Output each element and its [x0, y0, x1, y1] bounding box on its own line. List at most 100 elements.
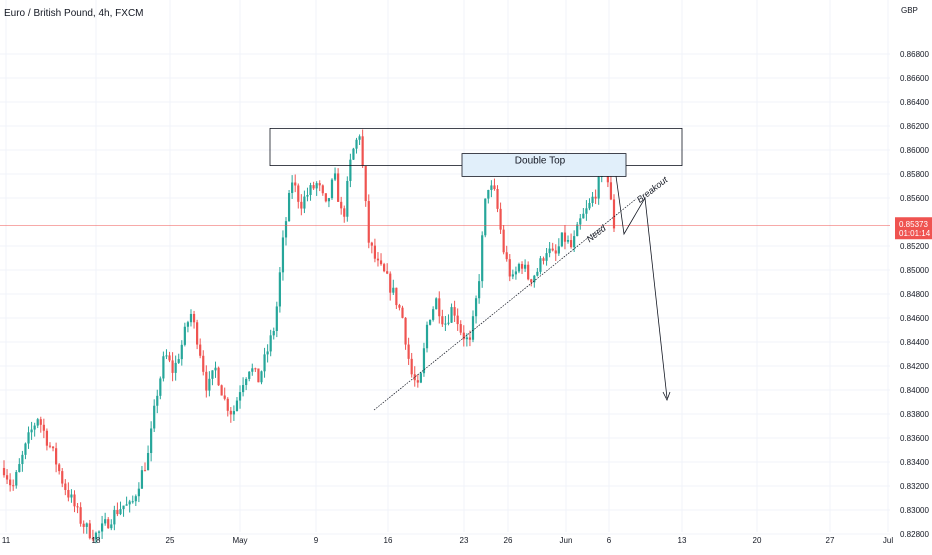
candle: [358, 134, 361, 145]
candle-body: [226, 398, 229, 411]
candle: [146, 445, 150, 471]
candle-body: [444, 323, 447, 325]
candle-body: [189, 313, 193, 323]
candle-body: [232, 411, 235, 415]
candle: [499, 202, 502, 234]
candle: [508, 254, 511, 282]
candle-body: [45, 430, 49, 446]
candle: [493, 178, 496, 191]
candle: [116, 502, 119, 517]
candle: [484, 198, 487, 238]
candle-body: [79, 507, 82, 524]
candle-body: [263, 354, 266, 372]
candle-body: [548, 248, 551, 254]
candle: [373, 238, 377, 263]
candle-body: [545, 253, 548, 261]
candle-body: [612, 199, 616, 229]
candle-body: [177, 359, 180, 363]
candle-body: [27, 432, 30, 444]
candle: [404, 317, 407, 350]
candle-body: [21, 454, 24, 465]
candle: [542, 256, 545, 265]
candle-body: [453, 307, 456, 316]
candle: [61, 468, 64, 488]
candle-body: [100, 523, 104, 532]
candle: [171, 352, 174, 382]
candle-body: [349, 159, 352, 181]
y-tick-label: 0.86000: [900, 146, 929, 155]
candle-body: [113, 509, 116, 525]
double-top-zone[interactable]: [461, 153, 627, 177]
annotations[interactable]: Double Top Need Breakout: [269, 127, 683, 411]
candle: [597, 174, 600, 205]
candle-body: [474, 298, 478, 317]
candle: [2, 460, 6, 478]
candle: [530, 278, 533, 287]
candle-body: [520, 264, 524, 269]
candle-body: [214, 367, 217, 371]
candle-body: [24, 443, 27, 455]
candle: [18, 458, 21, 473]
candle: [321, 184, 324, 196]
candle: [566, 235, 570, 244]
candle-body: [383, 264, 386, 272]
candle-body: [146, 452, 150, 471]
x-tick-label: 20: [753, 536, 762, 545]
candle: [125, 496, 128, 506]
candle: [349, 153, 352, 188]
candle-body: [422, 348, 426, 374]
candle-body: [517, 264, 521, 272]
candle: [395, 287, 398, 310]
candle: [223, 387, 226, 401]
candle-body: [312, 185, 315, 189]
candle-body: [140, 470, 144, 489]
candle-body: [318, 183, 321, 186]
candle-body: [205, 371, 208, 391]
candle-body: [134, 496, 137, 502]
y-tick-label: 0.86400: [900, 98, 929, 107]
candle: [165, 349, 168, 360]
candle-body: [481, 235, 484, 282]
candle: [51, 446, 55, 452]
candle: [468, 330, 472, 347]
grid: [0, 0, 890, 535]
candle-body: [401, 307, 404, 318]
candle: [539, 255, 542, 275]
projection-path[interactable]: [615, 175, 668, 399]
candle-body: [597, 176, 600, 199]
x-tick-label: 6: [607, 536, 612, 545]
candle: [226, 397, 229, 417]
candle-body: [499, 208, 502, 230]
candle: [343, 205, 346, 223]
candle-body: [493, 185, 496, 190]
candle-body: [119, 509, 122, 515]
candle: [560, 232, 563, 248]
candle: [352, 147, 355, 161]
candle: [30, 421, 33, 440]
currency-label: GBP: [901, 6, 918, 15]
candle: [85, 522, 88, 534]
candle: [251, 363, 254, 376]
candle: [266, 344, 269, 363]
candle-body: [340, 201, 343, 209]
candle-body: [554, 250, 557, 254]
candle: [82, 520, 85, 534]
candle-body: [563, 232, 567, 242]
trendline[interactable]: [373, 198, 637, 411]
candle: [487, 189, 490, 204]
candle: [5, 469, 9, 485]
candle: [315, 181, 318, 196]
candle-body: [395, 287, 398, 306]
candle: [422, 342, 426, 377]
candle-body: [496, 189, 499, 209]
candle: [79, 502, 82, 527]
double-top-label: Double Top: [515, 156, 566, 167]
candle-body: [64, 483, 67, 490]
candle-body: [373, 245, 377, 259]
candle-body: [379, 260, 383, 265]
candle-body: [162, 356, 165, 379]
candle-body: [67, 489, 70, 498]
candlesticks: [0, 129, 890, 544]
